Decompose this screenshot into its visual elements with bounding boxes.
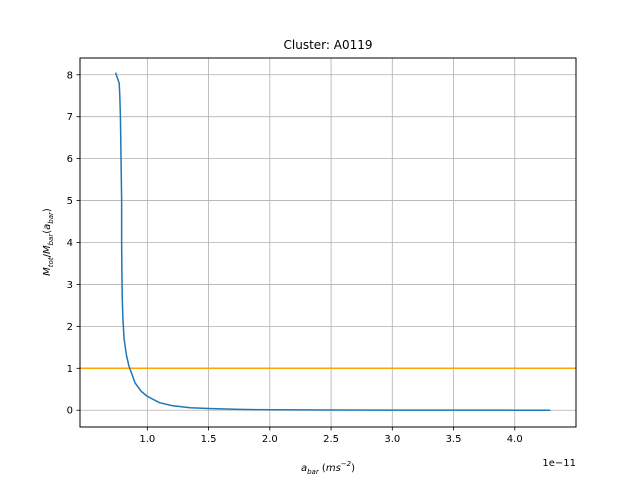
x-tick-label: 1.5 bbox=[201, 434, 217, 445]
x-axis-label: abar (ms−2) bbox=[301, 460, 355, 476]
x-tick-label: 3.0 bbox=[384, 434, 400, 445]
y-tick-label: 7 bbox=[67, 112, 73, 123]
x-axis-offset-label: 1e−11 bbox=[542, 458, 576, 469]
y-axis: 0 1 2 3 4 5 6 7 8 bbox=[67, 70, 80, 417]
y-tick-label: 4 bbox=[67, 238, 73, 249]
y-tick-label: 2 bbox=[67, 322, 73, 333]
y-axis-label: Mtot/Mbar(abar) bbox=[42, 208, 55, 276]
chart-title: Cluster: A0119 bbox=[284, 38, 373, 52]
y-tick-label: 0 bbox=[67, 406, 73, 417]
x-tick-label: 1.0 bbox=[139, 434, 155, 445]
x-tick-label: 4.0 bbox=[507, 434, 523, 445]
grid bbox=[80, 58, 576, 427]
x-tick-label: 3.5 bbox=[446, 434, 462, 445]
series-line bbox=[114, 72, 551, 411]
x-tick-label: 2.5 bbox=[323, 434, 339, 445]
x-tick-label: 2.0 bbox=[262, 434, 278, 445]
y-tick-label: 3 bbox=[67, 280, 73, 291]
y-tick-label: 8 bbox=[67, 70, 73, 81]
plot-content bbox=[80, 72, 576, 411]
y-tick-label: 1 bbox=[67, 364, 73, 375]
x-axis: 1.0 1.5 2.0 2.5 3.0 3.5 4.0 bbox=[139, 427, 523, 445]
y-tick-label: 6 bbox=[67, 154, 73, 165]
y-tick-label: 5 bbox=[67, 196, 73, 207]
